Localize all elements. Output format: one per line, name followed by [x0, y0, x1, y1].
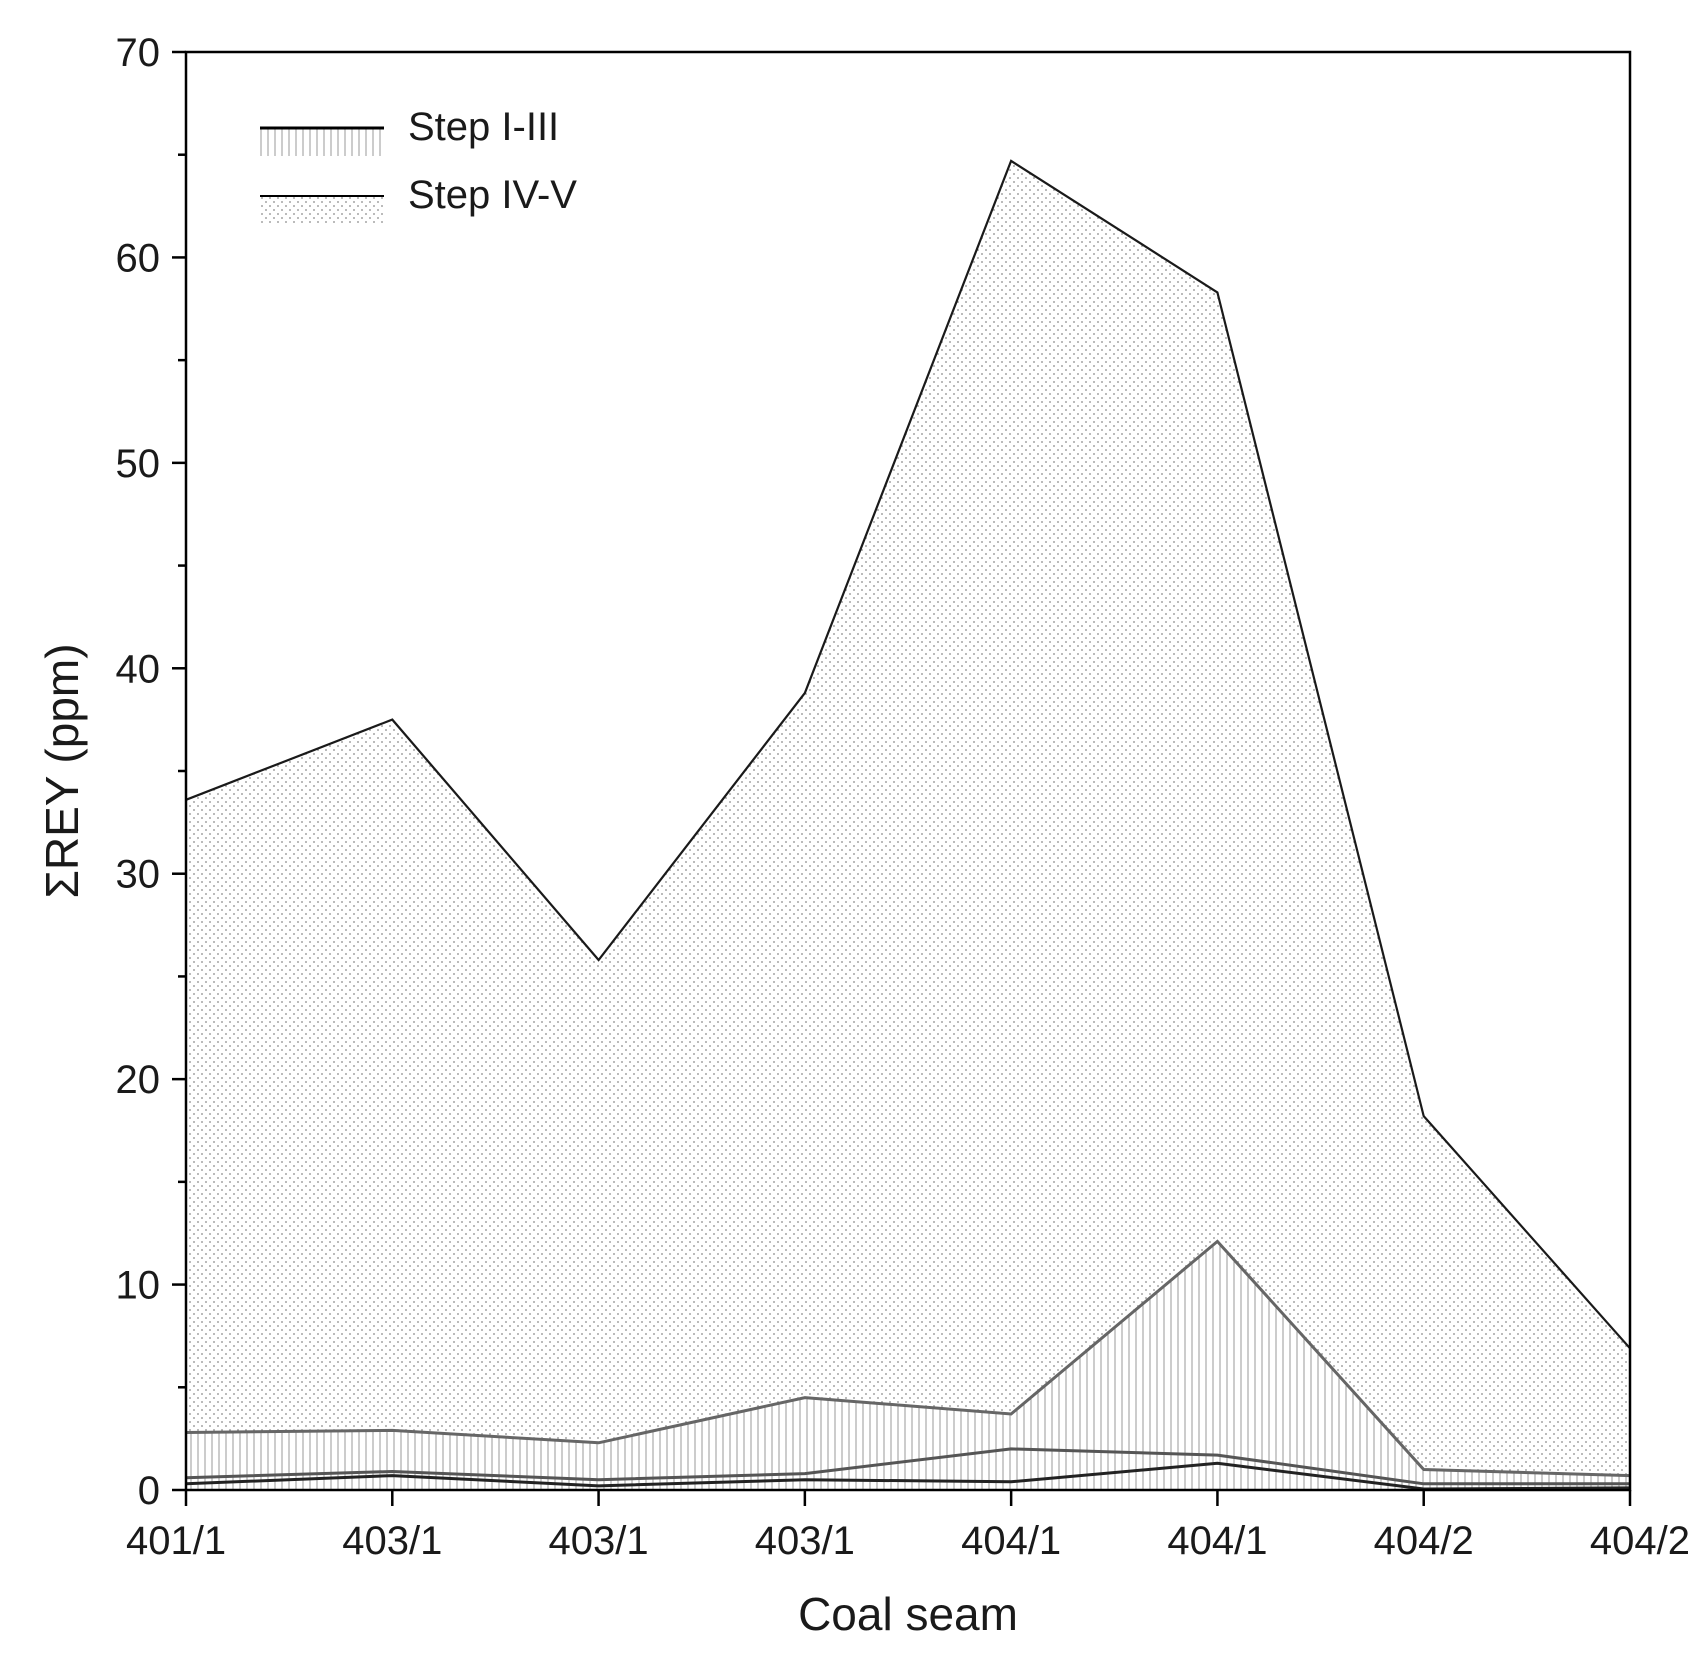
y-tick-label: 30: [116, 853, 161, 897]
area-step-i-iii: [186, 1241, 1630, 1490]
y-tick-label: 20: [116, 1058, 161, 1102]
y-tick-label: 10: [116, 1264, 161, 1308]
y-tick-label: 60: [116, 236, 161, 280]
series-line-step-i-iii: [185, 1239, 1631, 1478]
legend: Step I-III Step IV-V: [260, 105, 577, 224]
x-tick-label: 401/1: [126, 1519, 226, 1563]
y-tick-label: 40: [116, 647, 161, 691]
y-tick-label: 0: [138, 1469, 160, 1513]
x-tick-label: 404/2: [1374, 1519, 1474, 1563]
x-tick-label: 403/1: [342, 1519, 442, 1563]
legend-item: Step IV-V: [260, 173, 577, 224]
legend-label: Step I-III: [408, 105, 559, 149]
legend-label: Step IV-V: [408, 173, 577, 217]
legend-swatch: [260, 128, 384, 156]
x-tick-label: 404/1: [961, 1519, 1061, 1563]
y-tick-label: 50: [116, 442, 161, 486]
boundary-line-2: [185, 1447, 1630, 1486]
boundary-line-1: [185, 1461, 1631, 1491]
x-tick-label: 403/1: [755, 1519, 855, 1563]
y-axis-title: ΣREY (ppm): [36, 643, 88, 898]
series-line-layer: [185, 159, 1631, 1491]
y-tick-label: 70: [116, 31, 161, 75]
legend-item: Step I-III: [260, 105, 559, 156]
axes-layer: 0 10 20 30 40 50 60 70 401/1 403/1 403/1 403/1 404/1…: [116, 31, 1691, 1563]
x-tick-label: 404/1: [1167, 1519, 1267, 1563]
x-tick-label: 403/1: [549, 1519, 649, 1563]
area-layer: [186, 160, 1630, 1490]
area-step-iv-v: [186, 160, 1630, 1490]
series-line-step-iv-v: [185, 159, 1631, 1350]
x-tick-label: 404/2: [1590, 1519, 1690, 1563]
legend-swatch: [260, 196, 384, 224]
x-axis-title: Coal seam: [798, 1588, 1018, 1640]
